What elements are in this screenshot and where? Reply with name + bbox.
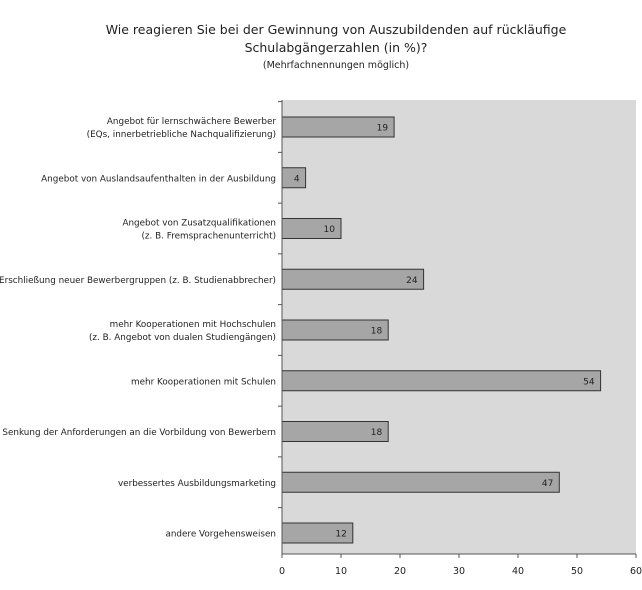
x-tick-label: 60 [630, 566, 642, 577]
x-tick-labels-group: 0 10 20 30 40 50 60 [279, 566, 642, 577]
x-tick-label: 10 [335, 566, 347, 577]
x-tick-label: 30 [453, 566, 465, 577]
chart-title-line2: Schulabgängerzahlen (in %)? [245, 40, 428, 55]
chart-subtitle: (Mehrfachnennungen möglich) [263, 60, 409, 71]
category-label: (EQs, innerbetriebliche Nachqualifizieru… [87, 130, 276, 140]
category-label: Erschließung neuer Bewerbergruppen (z. B… [0, 276, 276, 286]
category-label: andere Vorgehensweisen [165, 530, 276, 540]
category-labels-group: Angebot für lernschwächere Bewerber (EQs,… [0, 117, 276, 540]
bar-value-label: 18 [371, 327, 383, 337]
bar-value-label: 24 [406, 276, 418, 286]
category-label: (z. B. Fremsprachenunterricht) [142, 232, 277, 242]
x-tick-label: 20 [394, 566, 406, 577]
axes-group [278, 100, 637, 558]
category-label: Angebot für lernschwächere Bewerber [107, 117, 276, 127]
chart-title-group: Wie reagieren Sie bei der Gewinnung von … [106, 22, 567, 71]
bar-value-label: 54 [583, 377, 595, 387]
bar-value-label: 19 [377, 124, 389, 134]
category-label: Angebot von Auslandsaufenthalten in der … [41, 174, 276, 184]
bar-value-label: 4 [294, 174, 300, 184]
x-tick-label: 50 [571, 566, 583, 577]
bar [281, 471, 560, 493]
chart-title: Wie reagieren Sie bei der Gewinnung von … [106, 22, 567, 37]
bar [281, 370, 602, 392]
category-label: mehr Kooperationen mit Schulen [131, 377, 276, 387]
x-tick-label: 40 [512, 566, 524, 577]
x-tick-label: 0 [279, 566, 285, 577]
category-label: mehr Kooperationen mit Hochschulen [110, 320, 276, 330]
bar-value-label: 18 [371, 428, 383, 438]
bar [281, 268, 425, 290]
bar-value-label: 47 [542, 479, 553, 489]
category-label: Angebot von Zusatzqualifikationen [122, 219, 276, 229]
bar-value-label: 12 [335, 530, 346, 540]
category-label: (z. B. Angebot von dualen Studiengängen) [89, 333, 276, 343]
bar-value-label: 10 [324, 225, 336, 235]
category-label: verbessertes Ausbildungsmarketing [118, 479, 276, 489]
bars-group: 19 4 10 24 18 54 18 47 12 [281, 116, 602, 544]
category-label: Senkung der Anforderungen an die Vorbild… [2, 428, 276, 438]
